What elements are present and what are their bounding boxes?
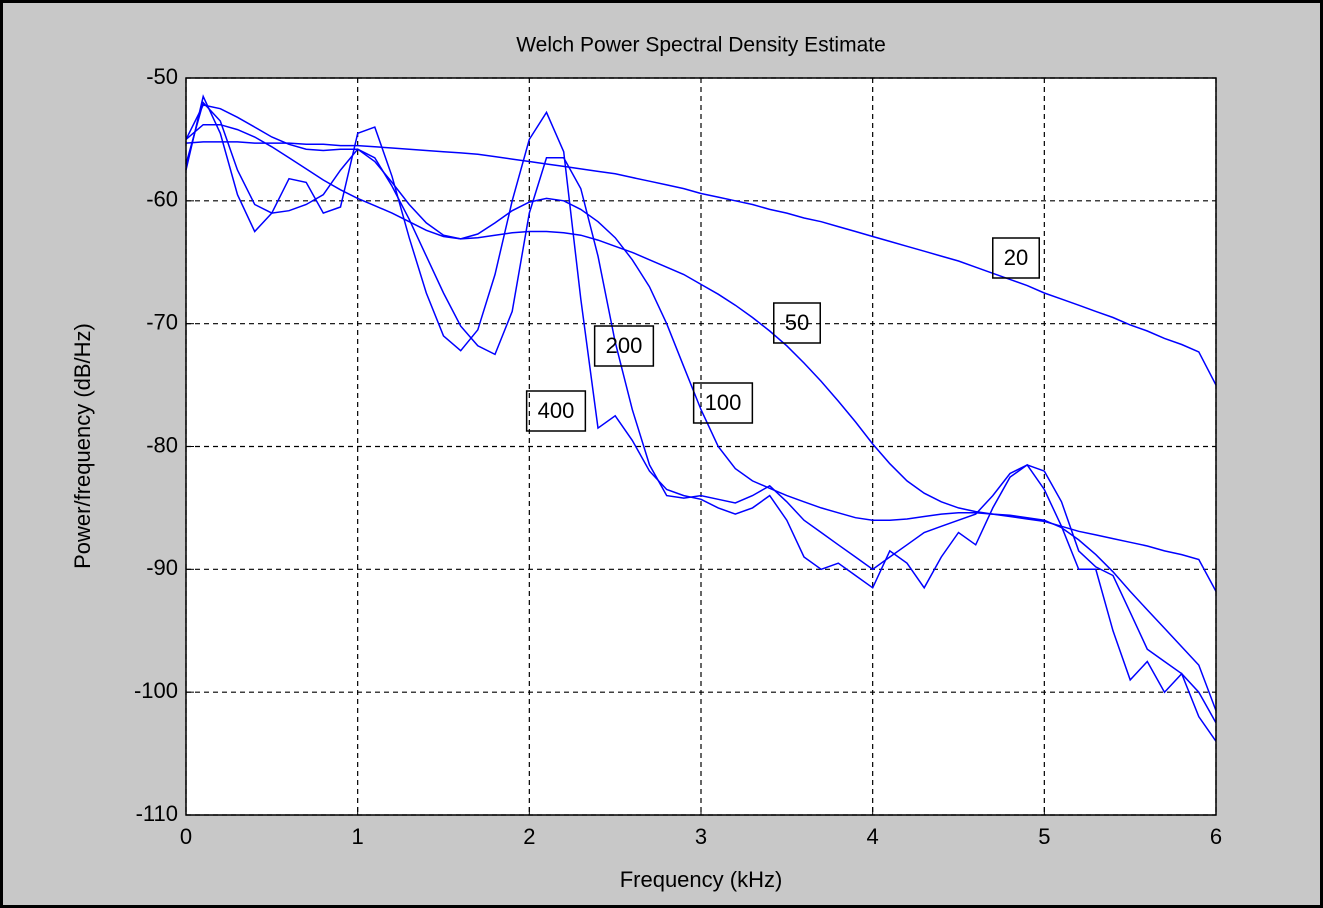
series-line [185, 101, 1217, 724]
y-axis-label: Power/frequency (dB/Hz) [70, 323, 95, 569]
series-label: 50 [773, 302, 821, 344]
x-tick-label: 0 [180, 824, 192, 849]
series-label-text: 200 [606, 333, 643, 358]
x-tick-label: 5 [1038, 824, 1050, 849]
axes-frame [185, 77, 1217, 816]
series-label-box [692, 382, 754, 424]
x-tick-label: 4 [867, 824, 879, 849]
series-label: 200 [593, 325, 655, 367]
x-axis-label: Frequency (kHz) [620, 867, 783, 892]
y-tick-label: -70 [146, 309, 178, 334]
series-label-box [593, 325, 655, 367]
y-tick-label: -90 [146, 555, 178, 580]
series-label-text: 100 [705, 390, 742, 415]
y-tick-label: -60 [146, 187, 178, 212]
x-tick-label: 6 [1210, 824, 1222, 849]
series-label-text: 20 [1004, 245, 1028, 270]
series-label-text: 50 [785, 310, 809, 335]
series-line [185, 94, 1217, 742]
series-label-box [992, 237, 1040, 279]
series-line [185, 123, 1217, 592]
series-label: 400 [525, 390, 587, 432]
y-tick-label: -50 [146, 64, 178, 89]
y-tick-label: -80 [146, 432, 178, 457]
x-tick-label: 2 [523, 824, 535, 849]
x-tick-label: 3 [695, 824, 707, 849]
x-tick-label: 1 [352, 824, 364, 849]
chart-title: Welch Power Spectral Density Estimate [516, 34, 886, 57]
y-tick-label: -110 [136, 801, 178, 826]
y-tick-label: -100 [134, 678, 178, 703]
series-label-box [773, 302, 821, 344]
series-label: 100 [692, 382, 754, 424]
series-line [185, 141, 1217, 386]
series-label: 20 [992, 237, 1040, 279]
series-label-text: 400 [538, 398, 575, 423]
series-label-box [525, 390, 587, 432]
